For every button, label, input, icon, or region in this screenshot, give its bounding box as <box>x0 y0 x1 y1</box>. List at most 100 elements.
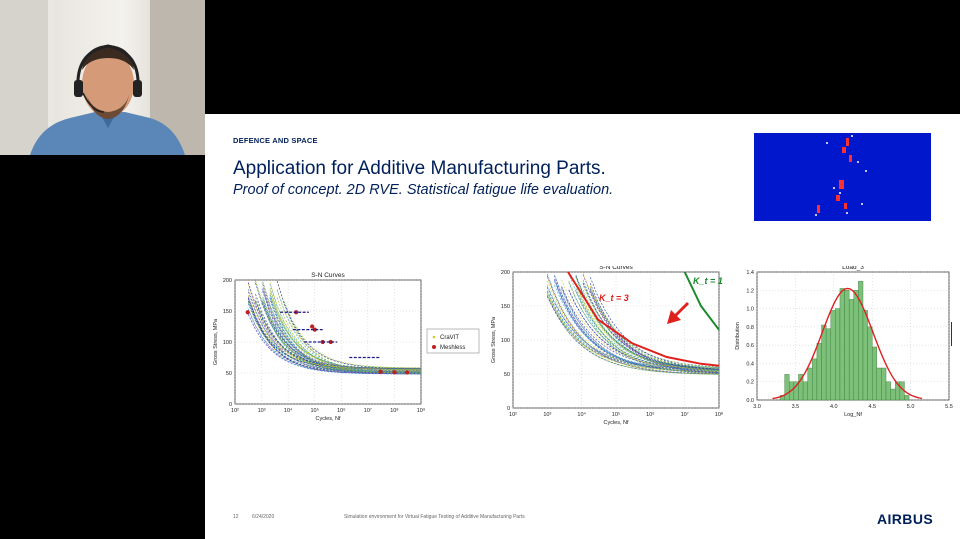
footer-caption: Simulation environment for Virtual Fatig… <box>344 514 525 520</box>
scatter-curve <box>247 308 422 375</box>
x-axis-label: Cycles, Nf <box>603 420 629 426</box>
slide-title: Application for Additive Manufacturing P… <box>233 158 606 179</box>
x-tick-label: 10⁵ <box>311 407 319 414</box>
histogram-bar <box>871 346 878 401</box>
y-tick-label: 150 <box>223 309 232 315</box>
scatter-curve <box>546 275 720 375</box>
histogram-bar <box>867 326 873 401</box>
legend-marker-meshless <box>432 345 436 349</box>
x-tick-label: 10² <box>231 408 239 414</box>
slide-edge-marker <box>951 322 952 346</box>
scatter-curve <box>575 275 720 370</box>
kt1-curve <box>683 271 720 331</box>
kt3-curve <box>567 271 720 367</box>
x-tick-label: 5.5 <box>945 404 953 410</box>
x-tick-label: 4.0 <box>830 404 838 410</box>
load3-histogram-chart: 3.0 3.5 4.0 4.5 5.0 5.5 0.0 0.2 0.4 0.6 0.8 1.0 1.2 1… <box>735 266 953 418</box>
y-tick-label: 1.0 <box>746 307 754 313</box>
sn-curves-kt-chart: 10² 10³ 10⁴ 10⁵ 10⁶ 10⁷ 10⁸ 0 50 100 150 200 S-N Cur… <box>491 266 723 426</box>
meshless-point <box>392 370 397 375</box>
scatter-curve <box>546 291 720 375</box>
meshless-point <box>312 327 317 332</box>
y-tick-label: 100 <box>223 340 232 346</box>
y-tick-label: 0.4 <box>746 361 754 367</box>
y-tick-label: 0.0 <box>746 398 754 404</box>
presenter-portrait <box>0 0 205 155</box>
scatter-curve <box>276 289 422 373</box>
rve-simulation-image <box>754 133 931 221</box>
y-tick-label: 0.8 <box>746 325 754 331</box>
histogram-bar <box>839 288 845 401</box>
histogram-bar <box>844 290 850 401</box>
histogram-bar <box>890 388 896 401</box>
histogram-bar <box>816 343 822 401</box>
scatter-curve <box>582 283 720 370</box>
scatter-curve <box>589 283 720 374</box>
scatter-curve <box>262 299 421 370</box>
scatter-curve <box>575 277 720 371</box>
scatter-curve <box>247 314 421 374</box>
x-tick-label: 10⁴ <box>284 407 293 414</box>
webcam-video <box>0 0 205 155</box>
y-tick-label: 1.4 <box>746 270 754 276</box>
legend-box <box>426 328 480 354</box>
kt3-label: K_t = 3 <box>599 293 629 303</box>
arrow-icon <box>667 302 689 324</box>
y-tick-label: 50 <box>226 371 232 377</box>
scatter-curve <box>582 279 720 374</box>
x-tick-label: 10⁵ <box>612 411 620 418</box>
footer-page-number: 12 <box>233 514 239 520</box>
scatter-curve <box>554 285 720 370</box>
histogram-bar <box>830 310 836 401</box>
scatter-curve <box>575 283 720 369</box>
x-axis-label: Log_Nf <box>844 412 862 418</box>
meshless-point <box>245 310 250 315</box>
x-tick-label: 10⁶ <box>646 411 654 418</box>
y-tick-label: 0 <box>507 406 510 412</box>
presentation-slide: DEFENCE AND SPACE Application for Additi… <box>205 114 960 539</box>
footer-date: 6/24/2020 <box>252 514 275 520</box>
histogram-bar <box>802 381 808 401</box>
x-tick-label: 10² <box>509 412 517 418</box>
chart-title: S-N Curves <box>311 272 345 279</box>
x-tick-label: 10⁷ <box>364 407 372 414</box>
airbus-logo: AIRBUS <box>877 511 934 527</box>
scatter-curve <box>247 297 421 375</box>
x-tick-label: 4.5 <box>868 404 876 410</box>
scatter-curve <box>561 286 720 370</box>
legend-label-cravit: CraVIT <box>440 335 459 341</box>
meshless-point <box>405 370 410 375</box>
scatter-curve <box>589 288 720 373</box>
x-tick-label: 10⁶ <box>337 407 345 414</box>
scatter-curve <box>247 289 421 373</box>
histogram-bar <box>885 381 891 401</box>
scatter-curve <box>262 288 422 370</box>
y-axis-label: Gross Stress, MPa <box>213 318 219 365</box>
scatter-curve <box>247 314 422 373</box>
sn-curves-chart: 10² 10³ 10⁴ 10⁵ 10⁶ 10⁷ 10⁸ 10⁹ 0 50 100 150 200 S-N … <box>213 272 480 422</box>
slide-subtitle: Proof of concept. 2D RVE. Statistical fa… <box>233 182 614 198</box>
y-tick-label: 0.6 <box>746 343 754 349</box>
scatter-curve <box>247 301 421 369</box>
scatter-curve <box>582 274 720 371</box>
meshless-point <box>328 339 333 345</box>
scatter-curve <box>276 297 421 374</box>
histogram-bar <box>862 310 868 401</box>
y-tick-label: 0.2 <box>746 380 754 386</box>
x-tick-label: 10⁸ <box>390 407 398 414</box>
meshless-point <box>378 369 383 374</box>
chart-title: Load_3 <box>842 266 864 271</box>
histogram-bar <box>904 395 910 401</box>
kt1-label: K_t = 1 <box>693 276 723 286</box>
histogram-bar <box>812 358 818 401</box>
meshless-point <box>310 324 315 329</box>
histogram-bar <box>807 367 813 401</box>
x-tick-label: 10³ <box>543 412 551 418</box>
histogram-bar <box>784 374 790 401</box>
scatter-curve <box>546 293 720 373</box>
scatter-curve <box>554 274 720 373</box>
y-tick-label: 50 <box>504 372 510 378</box>
x-tick-label: 3.0 <box>753 404 761 410</box>
scatter-curve <box>575 288 720 372</box>
scatter-curve <box>546 280 720 372</box>
